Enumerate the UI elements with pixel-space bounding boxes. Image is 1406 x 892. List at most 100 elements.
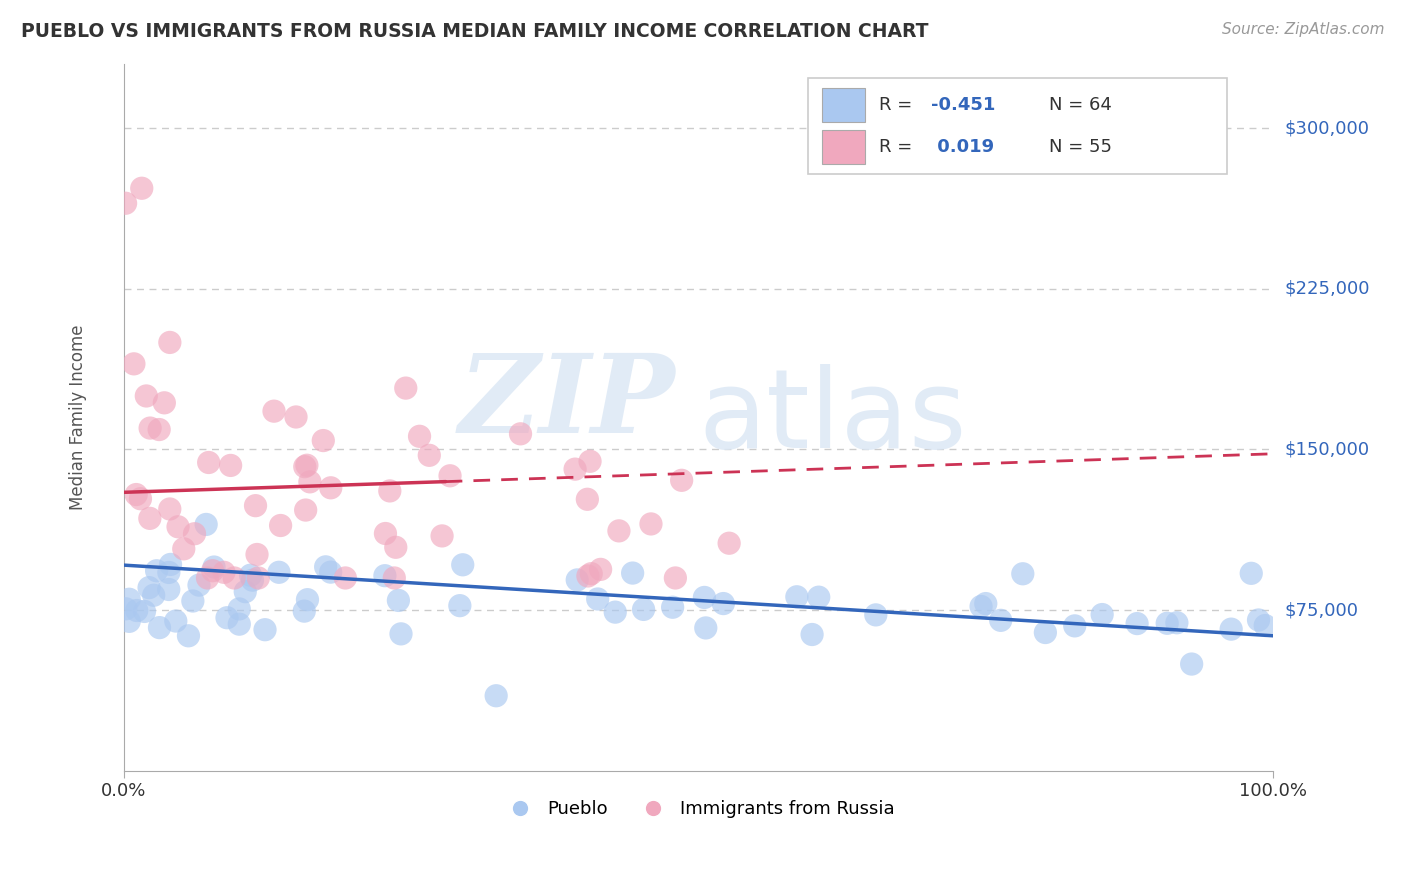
- Point: [509, 426, 531, 441]
- Point: [242, 573, 264, 587]
- Point: [567, 573, 589, 587]
- Point: [135, 389, 157, 403]
- Point: [285, 409, 308, 424]
- Point: [384, 541, 406, 555]
- Point: [387, 593, 409, 607]
- Point: [212, 566, 235, 580]
- Text: Median Family Income: Median Family Income: [69, 325, 87, 510]
- Point: [202, 560, 225, 574]
- Point: [125, 487, 148, 501]
- Point: [807, 590, 830, 604]
- Point: [430, 529, 453, 543]
- Point: [228, 602, 250, 616]
- Point: [239, 568, 262, 582]
- Point: [607, 524, 630, 538]
- Point: [576, 492, 599, 507]
- Point: [263, 404, 285, 418]
- Point: [671, 473, 693, 487]
- Point: [157, 566, 180, 580]
- Point: [142, 588, 165, 602]
- Point: [148, 621, 170, 635]
- Point: [228, 617, 250, 632]
- Point: [114, 196, 136, 211]
- Point: [1091, 607, 1114, 622]
- Point: [129, 491, 152, 506]
- Point: [579, 566, 602, 581]
- Bar: [821, 88, 865, 122]
- Point: [173, 541, 195, 556]
- Point: [374, 568, 396, 582]
- Point: [378, 483, 401, 498]
- Point: [224, 571, 246, 585]
- Legend: Pueblo, Immigrants from Russia: Pueblo, Immigrants from Russia: [495, 793, 903, 825]
- Point: [395, 381, 418, 395]
- Point: [219, 458, 242, 473]
- Text: Source: ZipAtlas.com: Source: ZipAtlas.com: [1222, 22, 1385, 37]
- Text: $150,000: $150,000: [1285, 441, 1369, 458]
- Point: [159, 502, 181, 516]
- Point: [201, 564, 224, 578]
- Point: [270, 518, 292, 533]
- Text: R =: R =: [879, 138, 918, 156]
- Point: [621, 566, 644, 580]
- Point: [990, 613, 1012, 627]
- Point: [451, 558, 474, 572]
- Point: [298, 475, 321, 489]
- Point: [970, 599, 993, 614]
- Point: [118, 592, 141, 607]
- Point: [125, 603, 148, 617]
- Text: 0.019: 0.019: [931, 138, 994, 156]
- Point: [579, 454, 602, 468]
- Point: [693, 591, 716, 605]
- Text: $300,000: $300,000: [1285, 120, 1369, 137]
- Text: N = 64: N = 64: [1049, 96, 1112, 114]
- Point: [197, 455, 219, 469]
- Point: [183, 526, 205, 541]
- Point: [153, 396, 176, 410]
- Point: [1011, 566, 1033, 581]
- Point: [1220, 622, 1243, 636]
- Point: [247, 571, 270, 585]
- Point: [1181, 657, 1204, 671]
- Text: R =: R =: [879, 96, 918, 114]
- Point: [605, 605, 627, 619]
- Point: [661, 600, 683, 615]
- Point: [292, 604, 315, 618]
- Point: [1166, 615, 1188, 630]
- Point: [312, 434, 335, 448]
- Point: [449, 599, 471, 613]
- Point: [246, 548, 269, 562]
- Point: [576, 569, 599, 583]
- Point: [294, 459, 316, 474]
- Point: [1156, 616, 1178, 631]
- Point: [195, 517, 218, 532]
- Point: [664, 571, 686, 585]
- Point: [718, 536, 741, 550]
- Point: [134, 604, 156, 618]
- Point: [197, 571, 219, 585]
- Point: [122, 357, 145, 371]
- Point: [157, 582, 180, 597]
- Bar: [821, 130, 865, 164]
- Point: [408, 429, 430, 443]
- Point: [139, 421, 162, 435]
- Point: [633, 602, 655, 616]
- FancyBboxPatch shape: [808, 78, 1227, 174]
- Point: [1126, 616, 1149, 631]
- Point: [374, 526, 396, 541]
- Text: atlas: atlas: [699, 364, 967, 471]
- Text: N = 55: N = 55: [1049, 138, 1112, 156]
- Point: [319, 565, 342, 579]
- Point: [695, 621, 717, 635]
- Text: PUEBLO VS IMMIGRANTS FROM RUSSIA MEDIAN FAMILY INCOME CORRELATION CHART: PUEBLO VS IMMIGRANTS FROM RUSSIA MEDIAN …: [21, 22, 928, 41]
- Point: [177, 629, 200, 643]
- Point: [131, 181, 153, 195]
- Point: [148, 423, 170, 437]
- Point: [159, 558, 181, 572]
- Text: -0.451: -0.451: [931, 96, 995, 114]
- Point: [159, 335, 181, 350]
- Point: [389, 627, 412, 641]
- Text: $225,000: $225,000: [1285, 280, 1369, 298]
- Point: [865, 607, 887, 622]
- Point: [165, 614, 187, 628]
